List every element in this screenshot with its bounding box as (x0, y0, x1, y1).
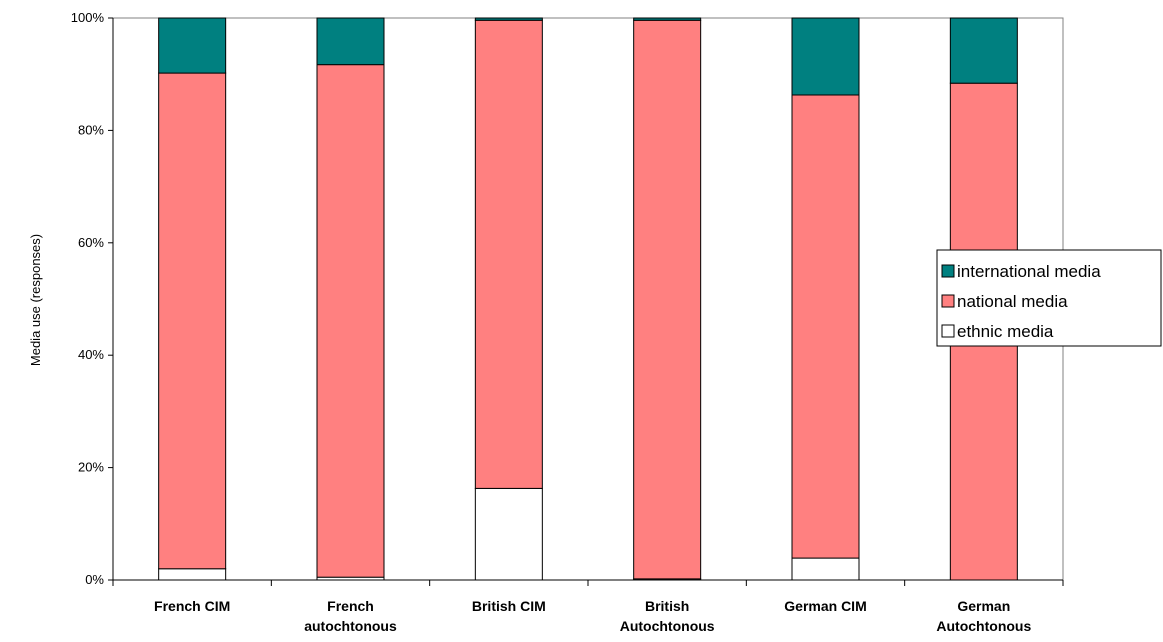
legend-label-national-media: national media (957, 292, 1068, 311)
bar-segment-national-media-2 (474, 19, 543, 489)
x-tick-label: German CIM (784, 598, 866, 614)
legend-swatch-ethnic-media (941, 324, 955, 338)
x-tick-label: French autochtonous (304, 598, 397, 634)
bar-segment-international-media-4 (791, 17, 860, 96)
y-tick-label: 80% (78, 122, 104, 137)
plot-frame (112, 17, 1064, 581)
x-tick-label: German Autochtonous (936, 598, 1031, 634)
y-tick-label: 40% (78, 347, 104, 362)
legend-box (936, 249, 1162, 347)
bar-segment-international-media-5 (949, 17, 1018, 84)
x-tick-label: British CIM (472, 598, 546, 614)
y-tick-label: 100% (71, 10, 105, 25)
legend-swatch-national-media (941, 294, 955, 308)
y-tick-label: 60% (78, 235, 104, 250)
bar-segment-international-media-0 (158, 17, 227, 74)
x-tick-label: French CIM (154, 598, 230, 614)
bar-segment-ethnic-media-2 (474, 487, 543, 581)
y-tick-label: 20% (78, 460, 104, 475)
bar-segment-national-media-0 (158, 72, 227, 570)
bar-segment-national-media-4 (791, 94, 860, 559)
axes: 0% 20% 40% 60% 80% 100% French CIM French autoch… (71, 10, 1064, 634)
bar-segment-international-media-2 (474, 17, 543, 21)
plot-area (112, 17, 1064, 581)
bar-segment-national-media-1 (316, 64, 385, 578)
bar-segment-ethnic-media-0 (158, 568, 227, 581)
bar-segment-national-media-3 (633, 19, 702, 580)
y-axis-title: Media use (responses) (28, 234, 43, 366)
legend-swatch-international-media (941, 264, 955, 278)
bar-segment-ethnic-media-4 (791, 557, 860, 581)
x-tick-label: British Autochtonous (620, 598, 715, 634)
y-tick-label: 0% (85, 572, 104, 587)
bar-segment-international-media-3 (633, 17, 702, 21)
legend-label-international-media: international media (957, 262, 1101, 281)
legend: international media national media ethnic … (936, 249, 1162, 347)
bar-segment-international-media-1 (316, 17, 385, 66)
legend-label-ethnic-media: ethnic media (957, 322, 1054, 341)
